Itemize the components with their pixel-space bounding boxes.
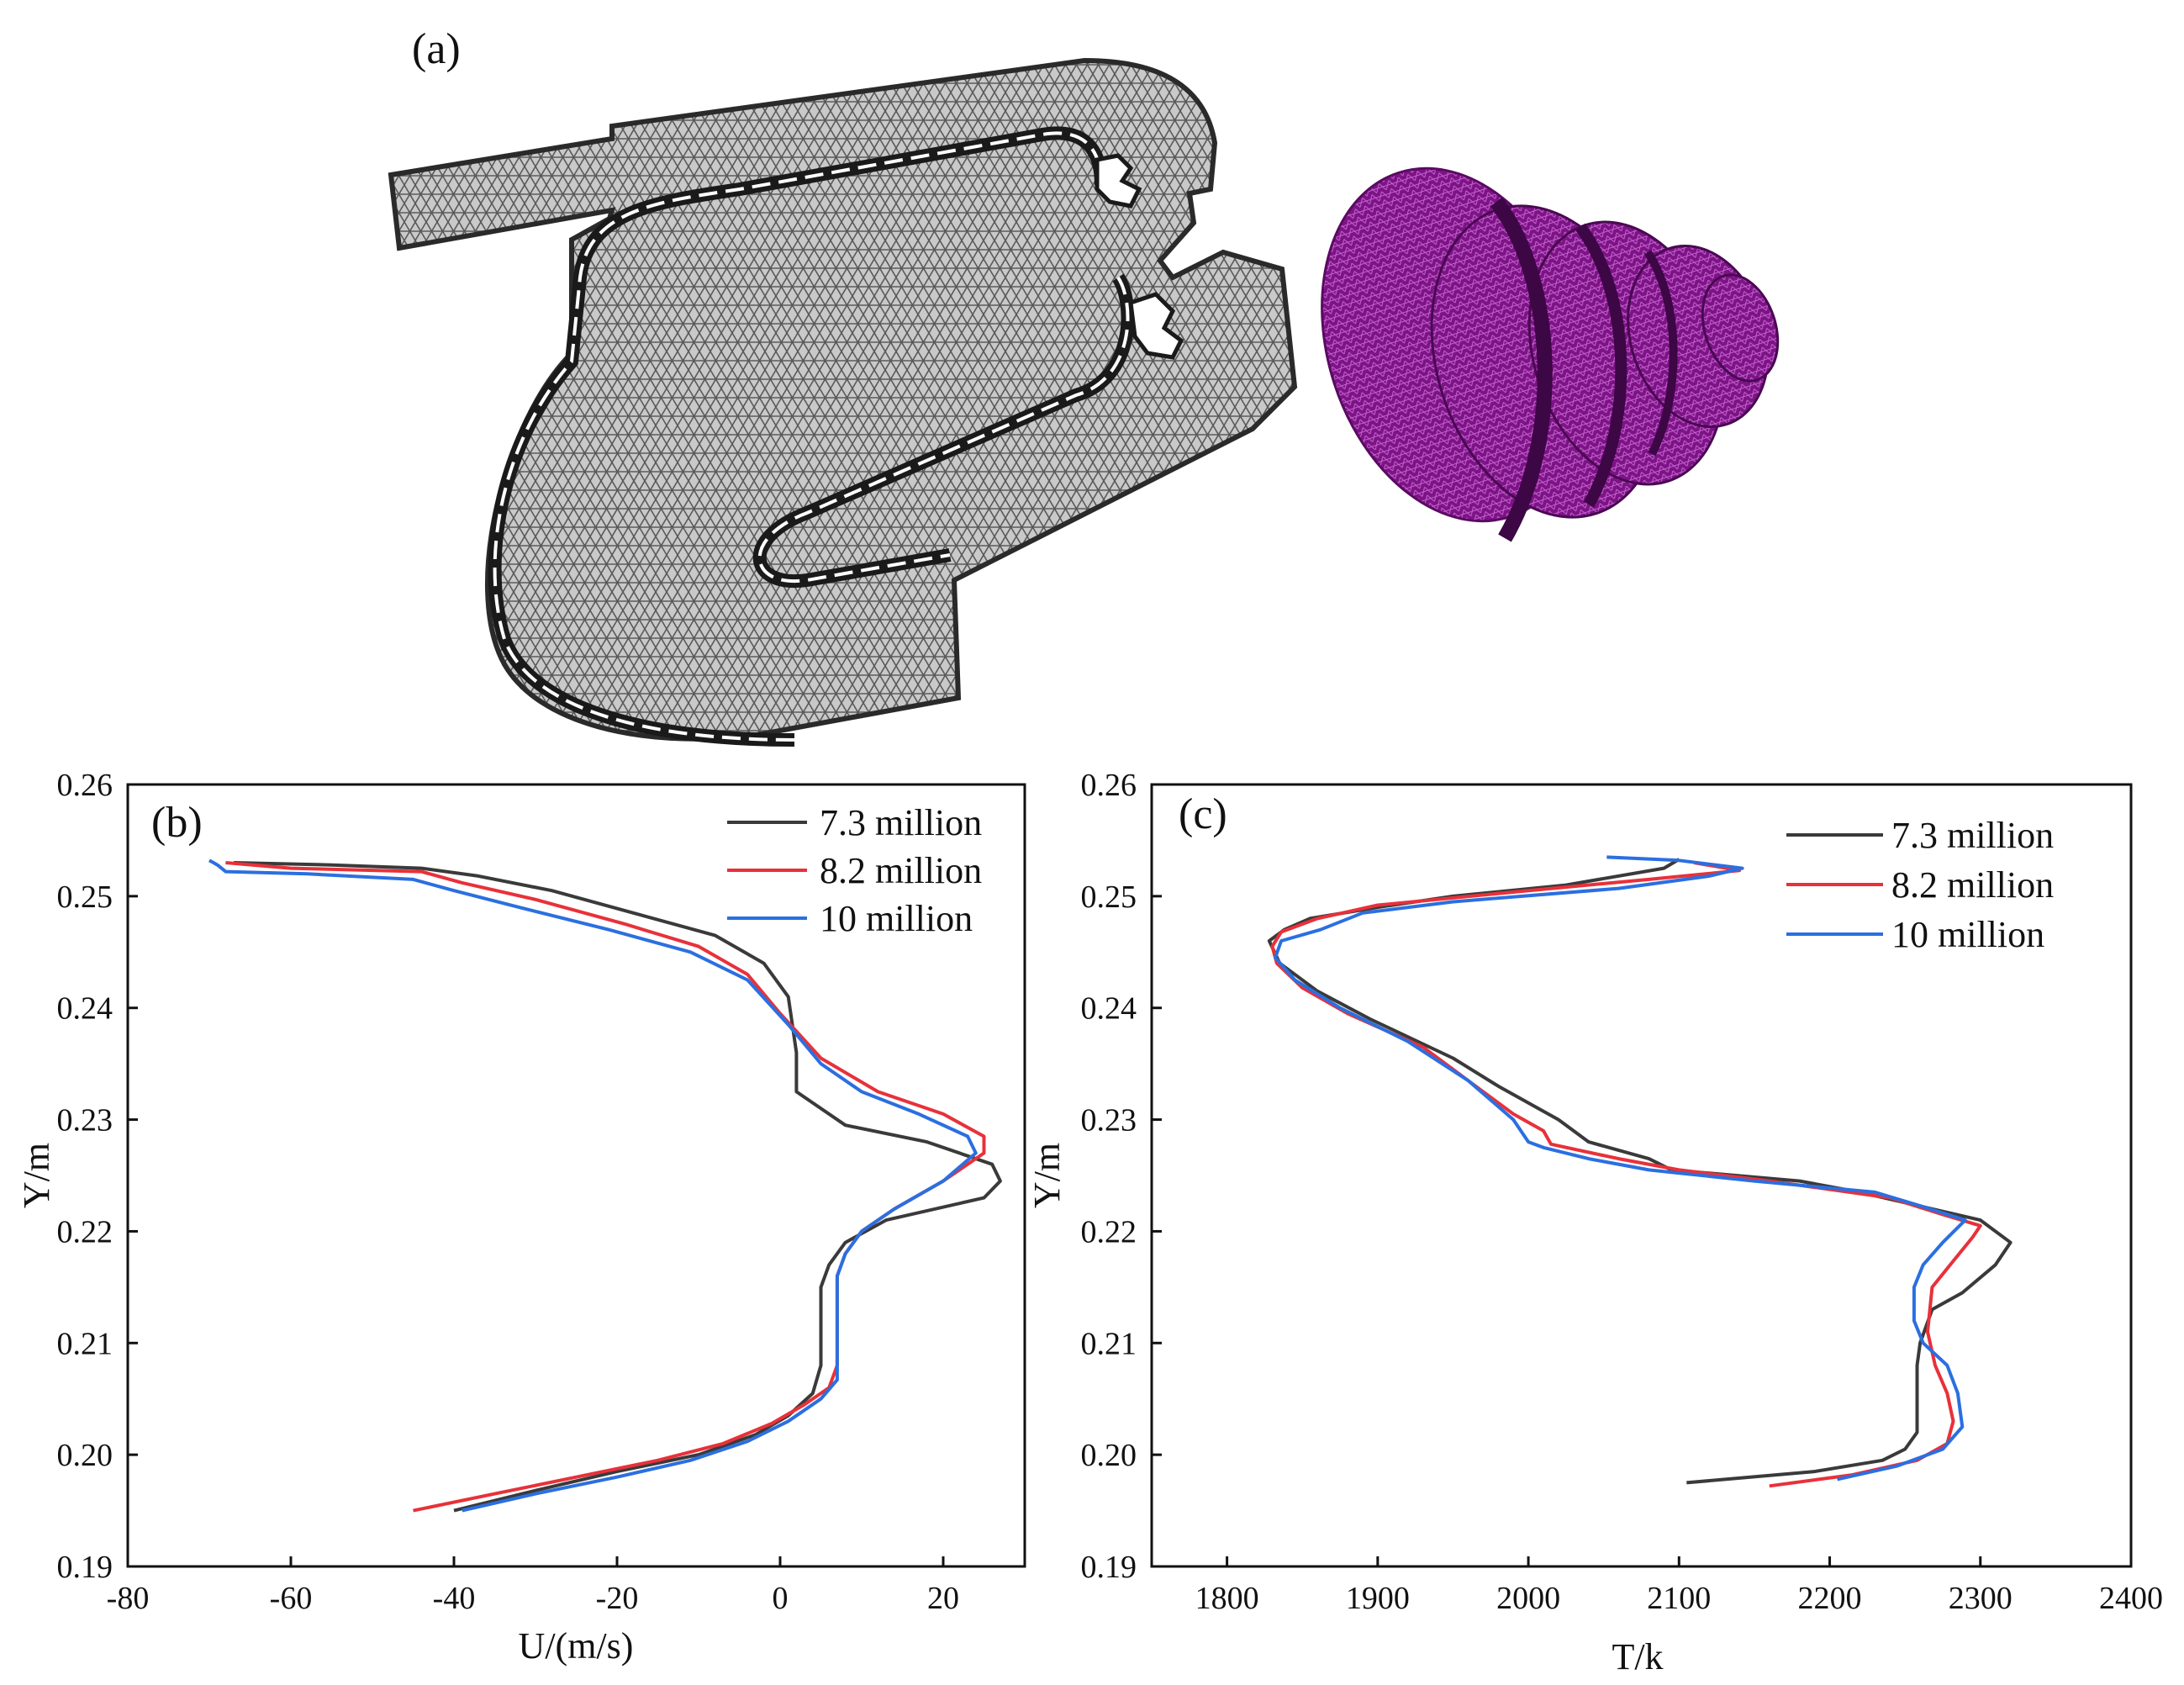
chart-c-series-line-1 <box>1267 858 2013 1485</box>
chart-c-xtick-label: 1900 <box>1346 1581 1410 1616</box>
chart-c: 1800 1900 2000 2100 2200 2300 2400 0.19 0.20 0.21… <box>1026 768 2163 1677</box>
chart-c-legend: 7.3 million 8.2 million 10 million <box>1786 815 2054 955</box>
chart-b-ticks: -80 -60 -40 -20 0 20 0.19 0.20 0.21 0.22 0.23 0.24 0… <box>57 768 960 1616</box>
chart-c-ytick-label: 0.25 <box>1081 879 1137 915</box>
chart-c-ytick-label: 0.19 <box>1081 1550 1137 1585</box>
panel-a-label: (a) <box>412 25 461 73</box>
mesh-3d-band-3 <box>1643 250 1678 457</box>
combustor-mesh-3d <box>1321 166 1780 542</box>
chart-b-ytick-label: 0.21 <box>57 1326 113 1361</box>
chart-b-ytick-label: 0.22 <box>57 1214 113 1249</box>
chart-b-series-group <box>208 858 1002 1513</box>
panel-a: (a) <box>388 25 1780 747</box>
chart-b: -80 -60 -40 -20 0 20 0.19 0.20 0.21 0.22 0.23 0.24 0… <box>16 768 1026 1667</box>
chart-b-legend: 7.3 million 8.2 million 10 million <box>727 802 982 939</box>
chart-b-legend-label-3: 10 million <box>820 898 973 939</box>
chart-c-series-line-2 <box>1270 861 1982 1488</box>
chart-c-ticks: 1800 1900 2000 2100 2200 2300 2400 0.19 0.20 0.21… <box>1081 768 2164 1616</box>
chart-b-xtick-label: -60 <box>270 1581 313 1616</box>
chart-b-ytick-label: 0.25 <box>57 879 113 915</box>
chart-c-legend-label-1: 7.3 million <box>1891 815 2054 856</box>
combustor-liner-dashes <box>493 131 1130 742</box>
chart-c-xtick-label: 2300 <box>1949 1581 2013 1616</box>
chart-b-legend-label-1: 7.3 million <box>820 802 982 843</box>
mesh-3d-band-1 <box>1490 197 1553 542</box>
chart-b-series-line-3 <box>208 858 978 1513</box>
chart-c-xtick-label: 1800 <box>1195 1581 1259 1616</box>
chart-c-xtick-label: 2000 <box>1496 1581 1560 1616</box>
chart-b-ylabel: Y/m <box>16 1143 57 1208</box>
chart-c-xlabel: T/k <box>1612 1636 1663 1677</box>
chart-b-xtick-label: -80 <box>107 1581 150 1616</box>
chart-b-ytick-label: 0.26 <box>57 768 113 803</box>
combustor-mesh-2d <box>388 57 1298 747</box>
mesh-3d-band-2 <box>1575 223 1627 508</box>
chart-c-legend-label-2: 8.2 million <box>1891 864 2054 906</box>
chart-b-xlabel: U/(m/s) <box>519 1625 634 1667</box>
chart-c-ylabel: Y/m <box>1026 1143 1068 1208</box>
combustor-swirler-lower <box>1128 292 1184 360</box>
combustor-swirler-upper <box>1095 153 1142 209</box>
chart-c-ytick-label: 0.26 <box>1081 768 1137 803</box>
chart-b-ytick-label: 0.20 <box>57 1438 113 1473</box>
chart-c-ytick-label: 0.20 <box>1081 1438 1137 1473</box>
chart-c-ytick-label: 0.22 <box>1081 1214 1137 1249</box>
chart-c-ytick-label: 0.21 <box>1081 1326 1137 1361</box>
chart-c-ytick-label: 0.24 <box>1081 991 1137 1027</box>
chart-c-xtick-label: 2200 <box>1798 1581 1862 1616</box>
chart-c-xtick-label: 2100 <box>1647 1581 1711 1616</box>
chart-b-plot-frame <box>126 783 1026 1568</box>
chart-c-panel-label: (c) <box>1179 790 1227 838</box>
combustor-mesh-body <box>388 57 1298 742</box>
mesh-3d-nozzle <box>1701 273 1780 383</box>
chart-b-xtick-label: -40 <box>433 1581 476 1616</box>
chart-c-series-line-3 <box>1274 855 1967 1482</box>
chart-c-series-group <box>1267 855 2013 1488</box>
chart-b-xtick-label: 0 <box>773 1581 789 1616</box>
chart-b-series-line-2 <box>225 861 986 1513</box>
chart-c-xtick-label: 2400 <box>2099 1581 2163 1616</box>
chart-b-xtick-label: -20 <box>596 1581 639 1616</box>
chart-b-ytick-label: 0.23 <box>57 1103 113 1138</box>
chart-c-ytick-label: 0.23 <box>1081 1103 1137 1138</box>
chart-b-legend-label-2: 8.2 million <box>820 850 982 891</box>
chart-b-xtick-label: 20 <box>927 1581 959 1616</box>
chart-b-ytick-label: 0.19 <box>57 1550 113 1585</box>
chart-c-legend-label-3: 10 million <box>1891 914 2044 955</box>
chart-b-ytick-label: 0.24 <box>57 991 113 1027</box>
chart-b-series-line-1 <box>234 861 1002 1513</box>
chart-c-plot-frame <box>1150 783 2133 1568</box>
chart-b-panel-label: (b) <box>151 799 203 847</box>
